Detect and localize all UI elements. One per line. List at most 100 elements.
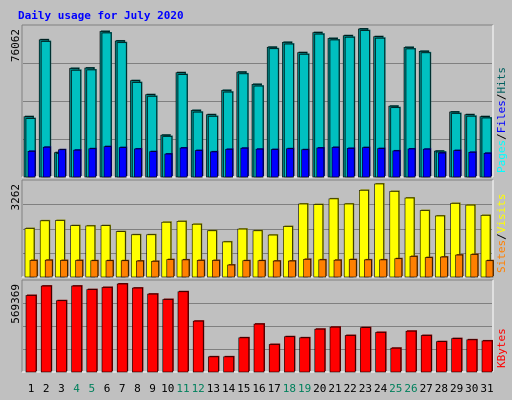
sites-bar-23 (364, 259, 372, 278)
visits-ylabel-part-2: Visits (495, 194, 508, 234)
visits-bar-6 (100, 225, 111, 278)
day-label-31: 31 (480, 382, 493, 395)
pages-bar-2 (42, 146, 51, 178)
sites-bar-21 (333, 259, 342, 278)
day-label-7: 7 (119, 382, 126, 395)
day-label-21: 21 (328, 382, 341, 395)
pages-bar-23 (362, 147, 370, 178)
pages-bar-7 (118, 147, 127, 178)
visits-bar-11 (176, 221, 187, 278)
usage-ylabel-part-3: / (495, 94, 508, 101)
kbytes-bar-30 (466, 339, 478, 373)
pages-bar-25 (392, 150, 401, 178)
sites-bar-10 (166, 259, 175, 278)
pages-bar-4 (73, 149, 81, 178)
kbytes-bar-29 (451, 338, 462, 373)
visits-bar-7 (115, 231, 126, 278)
pages-bar-30 (468, 151, 477, 178)
day-label-13: 13 (207, 382, 220, 395)
visits-bar-14 (222, 241, 232, 278)
kbytes-bar-3 (56, 300, 67, 373)
pages-bar-16 (255, 148, 264, 178)
pages-bar-26 (407, 148, 416, 178)
day-label-25: 25 (389, 382, 402, 395)
kbytes-ylabel-part-0: KBytes (495, 328, 508, 368)
sites-bar-18 (288, 260, 296, 278)
visits-bar-19 (298, 203, 308, 278)
visits-bar-17 (267, 234, 278, 278)
pages-bar-27 (422, 148, 431, 178)
kbytes-bar-23 (360, 327, 371, 373)
sites-bar-17 (272, 260, 281, 278)
day-label-8: 8 (134, 382, 141, 395)
day-label-22: 22 (344, 382, 357, 395)
sites-bar-11 (181, 259, 190, 278)
sites-bar-1 (29, 260, 38, 278)
day-label-28: 28 (435, 382, 448, 395)
visits-bar-24 (374, 183, 384, 278)
sites-bar-28 (440, 256, 448, 278)
kbytes-bar-17 (268, 344, 280, 373)
visits-bar-26 (404, 197, 415, 278)
kbytes-bar-19 (299, 337, 310, 373)
visits-bar-12 (191, 223, 202, 278)
pages-bar-15 (240, 147, 249, 178)
kbytes-bar-14 (223, 356, 234, 373)
pages-bar-12 (194, 150, 203, 178)
pages-bar-21 (331, 147, 340, 178)
day-label-3: 3 (58, 382, 65, 395)
pages-bar-17 (270, 149, 279, 178)
sites-bar-13 (212, 260, 220, 278)
sites-bar-26 (409, 256, 418, 278)
day-label-23: 23 (359, 382, 372, 395)
sites-bar-15 (242, 260, 251, 278)
kbytes-bar-21 (329, 326, 341, 373)
kbytes-bar-20 (314, 328, 326, 373)
sites-bar-27 (424, 257, 433, 278)
visits-bar-15 (237, 228, 248, 278)
pages-bar-11 (179, 147, 188, 178)
sites-bar-2 (44, 259, 53, 278)
sites-bar-7 (120, 260, 129, 278)
visits-ylabel-part-1: / (495, 233, 508, 240)
visits-ylabel-text: Sites/Visits (495, 194, 508, 274)
day-label-20: 20 (313, 382, 326, 395)
usage-ylabel-text: Pages/Files/Hits (495, 67, 508, 173)
pages-bar-5 (88, 148, 97, 178)
visits-bar-25 (389, 191, 400, 278)
pages-bar-10 (164, 153, 173, 178)
pages-bar-3 (58, 149, 66, 178)
visits-bar-4 (70, 225, 80, 278)
visits-bar-13 (207, 230, 217, 278)
kbytes-bar-1 (25, 295, 37, 373)
sites-bar-19 (303, 259, 311, 278)
day-label-30: 30 (465, 382, 478, 395)
day-label-12: 12 (192, 382, 205, 395)
visits-bar-3 (55, 220, 65, 278)
day-label-15: 15 (237, 382, 250, 395)
sites-bar-31 (485, 260, 494, 278)
day-label-14: 14 (222, 382, 236, 395)
kbytes-bar-22 (344, 335, 356, 373)
pages-bar-19 (301, 149, 309, 178)
kbytes-ylabel-text: KBytes (495, 328, 508, 368)
pages-bar-24 (377, 148, 385, 178)
visits-ylabel-part-0: Sites (495, 240, 508, 273)
kbytes-bar-25 (390, 347, 402, 373)
day-label-16: 16 (252, 382, 265, 395)
visits-ylabel: Sites/Visits (495, 194, 508, 274)
pages-bar-6 (103, 146, 112, 178)
day-label-17: 17 (268, 382, 281, 395)
day-label-2: 2 (43, 382, 50, 395)
visits-bar-2 (39, 220, 50, 278)
day-label-10: 10 (161, 382, 174, 395)
kbytes-bar-4 (71, 285, 82, 373)
pages-bar-22 (346, 148, 355, 178)
visits-bar-27 (419, 210, 430, 278)
sites-bar-16 (257, 260, 266, 278)
usage-ylabel-part-0: Pages (495, 140, 508, 173)
pages-bar-20 (316, 147, 325, 178)
usage-max-label: 76062 (9, 29, 22, 62)
kbytes-bar-15 (238, 337, 250, 373)
day-label-19: 19 (298, 382, 311, 395)
